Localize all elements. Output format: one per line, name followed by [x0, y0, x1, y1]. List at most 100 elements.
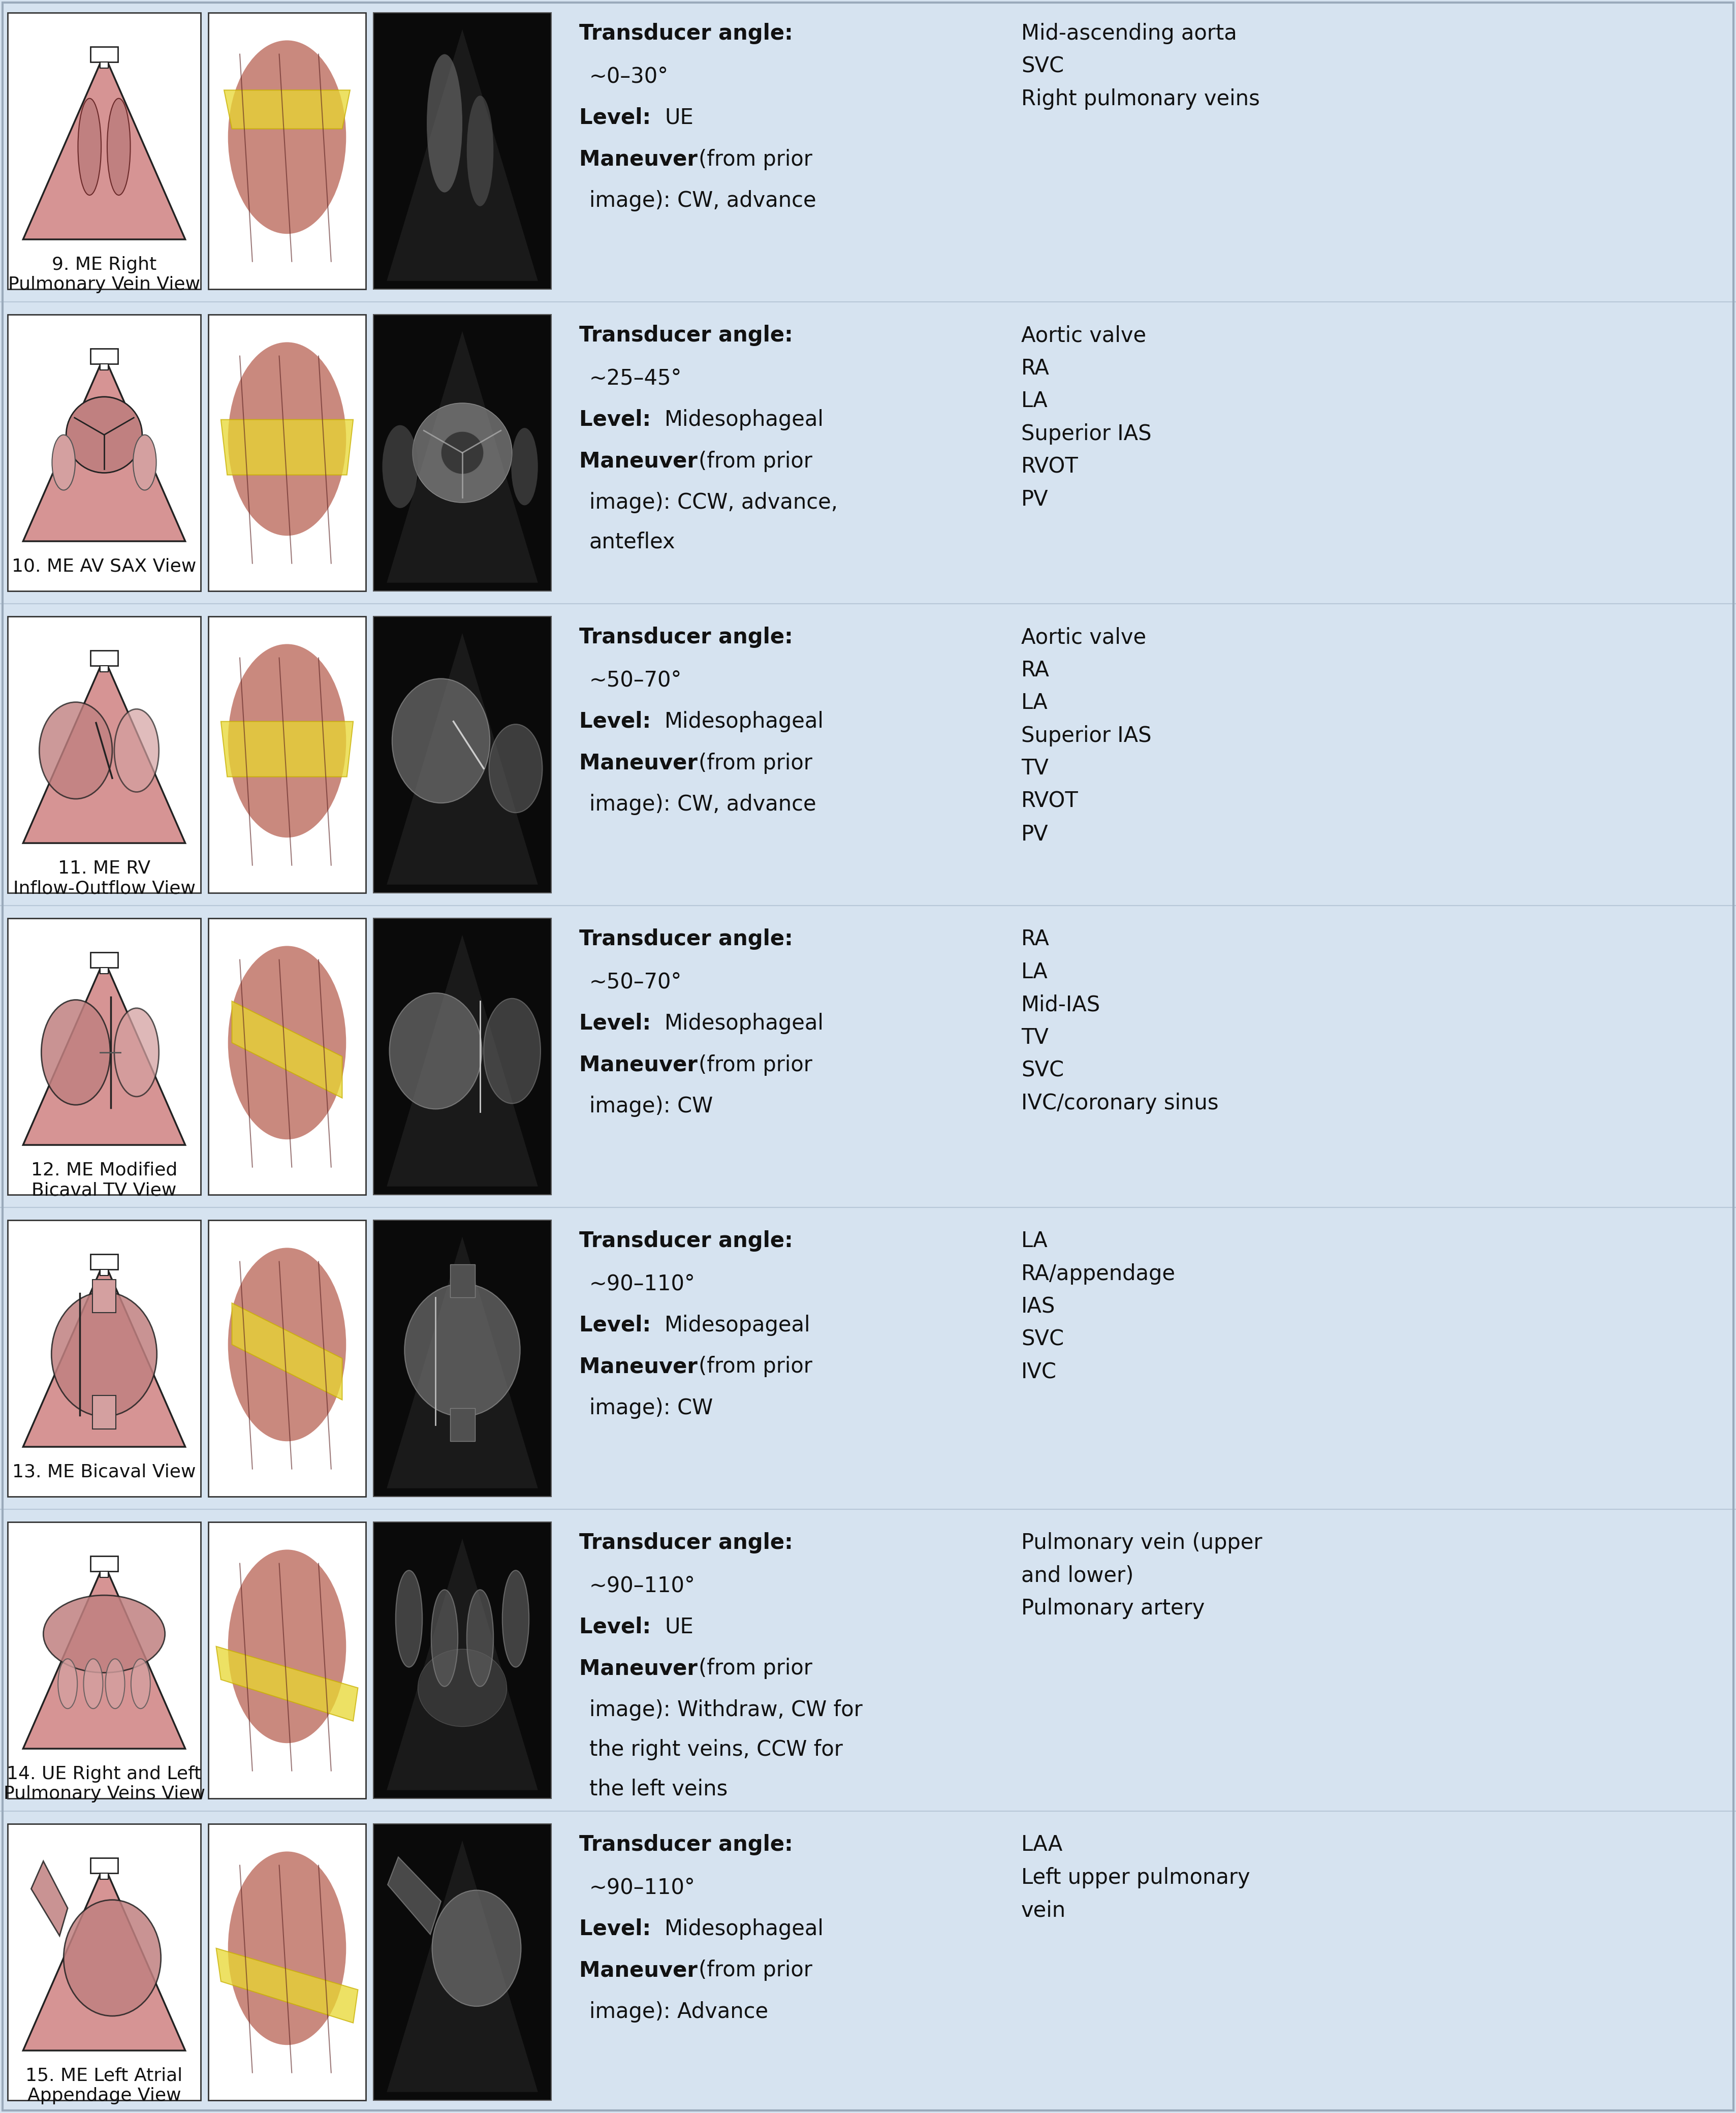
- Text: Mid-IAS: Mid-IAS: [1021, 993, 1101, 1016]
- Text: Level:: Level:: [580, 710, 658, 733]
- Ellipse shape: [134, 435, 156, 490]
- Polygon shape: [220, 420, 352, 475]
- Text: RA: RA: [1021, 659, 1050, 680]
- Text: Midesophageal: Midesophageal: [665, 710, 825, 733]
- Text: Level:: Level:: [580, 410, 658, 431]
- Bar: [373, 13, 552, 289]
- Ellipse shape: [404, 1285, 521, 1416]
- Text: 10. ME AV SAX View: 10. ME AV SAX View: [12, 558, 196, 575]
- Text: ~50–70°: ~50–70°: [589, 972, 682, 993]
- Text: the right veins, CCW for: the right veins, CCW for: [589, 1739, 842, 1760]
- Text: (from prior: (from prior: [698, 1659, 812, 1680]
- Text: Maneuver: Maneuver: [580, 752, 705, 773]
- Text: ~50–70°: ~50–70°: [589, 670, 682, 691]
- Text: 15. ME Left Atrial
Appendage View: 15. ME Left Atrial Appendage View: [26, 2067, 182, 2105]
- Text: Maneuver: Maneuver: [580, 1054, 705, 1076]
- Text: 14. UE Right and Left
Pulmonary Veins View: 14. UE Right and Left Pulmonary Veins Vi…: [3, 1764, 205, 1802]
- Polygon shape: [387, 1236, 538, 1488]
- Text: Level:: Level:: [580, 1616, 658, 1638]
- Text: RA/appendage: RA/appendage: [1021, 1264, 1175, 1285]
- Text: Maneuver: Maneuver: [580, 1357, 705, 1378]
- Ellipse shape: [83, 1659, 102, 1709]
- Bar: [89, 1857, 120, 1874]
- Bar: [89, 46, 120, 63]
- Text: image): Advance: image): Advance: [589, 2001, 769, 2022]
- Bar: [7, 919, 201, 1194]
- Text: (from prior: (from prior: [698, 1054, 812, 1076]
- Text: Maneuver: Maneuver: [580, 450, 705, 471]
- Bar: [0, 604, 1736, 906]
- Text: image): CCW, advance,: image): CCW, advance,: [589, 492, 838, 513]
- Ellipse shape: [115, 1008, 160, 1097]
- Ellipse shape: [467, 95, 493, 207]
- Text: TV: TV: [1021, 1027, 1049, 1048]
- Bar: [0, 1811, 1736, 2113]
- Polygon shape: [23, 1261, 186, 1447]
- Text: IVC: IVC: [1021, 1361, 1057, 1382]
- Polygon shape: [233, 1002, 342, 1099]
- Bar: [90, 953, 118, 968]
- Text: LA: LA: [1021, 961, 1049, 983]
- Bar: [101, 968, 108, 974]
- Polygon shape: [387, 934, 538, 1185]
- Text: Level:: Level:: [580, 1314, 658, 1335]
- Bar: [89, 1253, 120, 1270]
- Bar: [7, 315, 201, 592]
- Text: vein: vein: [1021, 1900, 1066, 1921]
- Text: UE: UE: [665, 108, 693, 129]
- Bar: [373, 315, 552, 592]
- Text: UE: UE: [665, 1616, 693, 1638]
- Bar: [89, 347, 120, 366]
- Text: Level:: Level:: [580, 1012, 658, 1033]
- Text: image): CW: image): CW: [589, 1397, 713, 1418]
- Ellipse shape: [227, 1549, 345, 1743]
- Text: Pulmonary vein (upper: Pulmonary vein (upper: [1021, 1532, 1262, 1553]
- Bar: [7, 13, 201, 289]
- Text: (from prior: (from prior: [698, 752, 812, 773]
- Bar: [92, 1397, 116, 1428]
- Text: Right pulmonary veins: Right pulmonary veins: [1021, 89, 1260, 110]
- Text: ~25–45°: ~25–45°: [589, 368, 682, 389]
- Polygon shape: [23, 959, 186, 1145]
- Text: anteflex: anteflex: [589, 530, 675, 554]
- Text: (from prior: (from prior: [698, 1357, 812, 1378]
- Ellipse shape: [382, 425, 418, 507]
- Bar: [208, 315, 366, 592]
- Text: Level:: Level:: [580, 108, 658, 129]
- Ellipse shape: [40, 702, 113, 799]
- Bar: [101, 666, 108, 672]
- Text: LA: LA: [1021, 693, 1049, 714]
- Polygon shape: [224, 91, 351, 129]
- Text: PV: PV: [1021, 824, 1049, 845]
- Ellipse shape: [64, 1900, 161, 2016]
- Ellipse shape: [502, 1570, 529, 1667]
- Ellipse shape: [432, 1891, 521, 2007]
- Bar: [373, 1824, 552, 2100]
- Text: Aortic valve: Aortic valve: [1021, 628, 1146, 649]
- Text: SVC: SVC: [1021, 1329, 1064, 1350]
- Text: LA: LA: [1021, 391, 1049, 412]
- Circle shape: [441, 431, 484, 473]
- Polygon shape: [387, 1538, 538, 1790]
- Polygon shape: [23, 657, 186, 843]
- Bar: [101, 363, 108, 370]
- Text: Midesopageal: Midesopageal: [665, 1314, 811, 1335]
- Bar: [0, 0, 1736, 302]
- Ellipse shape: [78, 99, 101, 194]
- Bar: [7, 1521, 201, 1798]
- Bar: [208, 919, 366, 1194]
- Text: Left upper pulmonary: Left upper pulmonary: [1021, 1866, 1250, 1889]
- Text: Transducer angle:: Transducer angle:: [580, 23, 793, 44]
- Text: Maneuver: Maneuver: [580, 1659, 705, 1680]
- Polygon shape: [233, 1304, 342, 1399]
- Ellipse shape: [108, 99, 130, 194]
- Ellipse shape: [227, 1851, 345, 2045]
- Polygon shape: [217, 1948, 358, 2022]
- Circle shape: [413, 404, 512, 503]
- Text: ~90–110°: ~90–110°: [589, 1574, 696, 1597]
- Bar: [450, 1264, 474, 1297]
- Text: LA: LA: [1021, 1230, 1049, 1251]
- Text: image): CW, advance: image): CW, advance: [589, 794, 816, 816]
- Bar: [208, 1219, 366, 1496]
- Ellipse shape: [396, 1570, 422, 1667]
